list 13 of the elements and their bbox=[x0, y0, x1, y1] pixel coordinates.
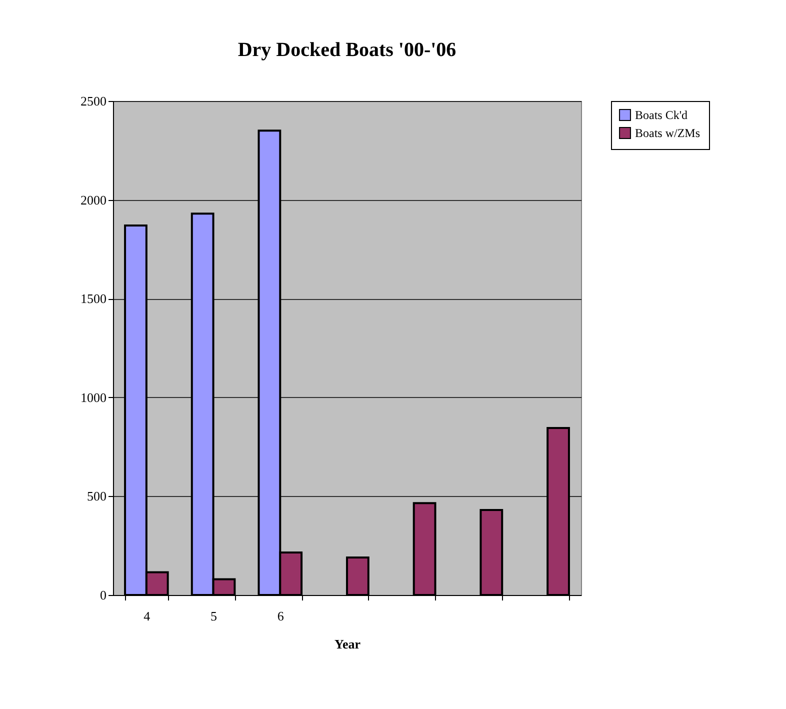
legend-label: Boats w/ZMs bbox=[635, 126, 700, 140]
y-tick-label: 2000 bbox=[80, 192, 106, 208]
x-tick-label: 4 bbox=[144, 608, 151, 624]
x-tick-label: 5 bbox=[210, 608, 218, 624]
legend-label: Boats Ck'd bbox=[635, 108, 688, 122]
y-tick-label: 1500 bbox=[80, 291, 106, 306]
y-tick-label: 0 bbox=[100, 588, 106, 602]
y-tick-label: 2500 bbox=[80, 94, 106, 108]
x-axis-title: Year bbox=[334, 636, 361, 652]
y-tick-label: 1000 bbox=[80, 390, 106, 405]
chart-title: Dry Docked Boats '00-'06 bbox=[238, 39, 456, 61]
y-tick-label: 500 bbox=[87, 488, 106, 504]
x-tick-label: 6 bbox=[277, 608, 284, 624]
